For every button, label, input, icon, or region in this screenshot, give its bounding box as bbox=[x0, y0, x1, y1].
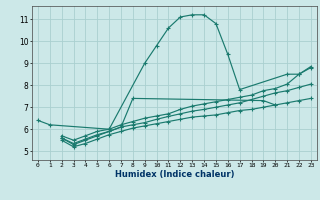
X-axis label: Humidex (Indice chaleur): Humidex (Indice chaleur) bbox=[115, 170, 234, 179]
